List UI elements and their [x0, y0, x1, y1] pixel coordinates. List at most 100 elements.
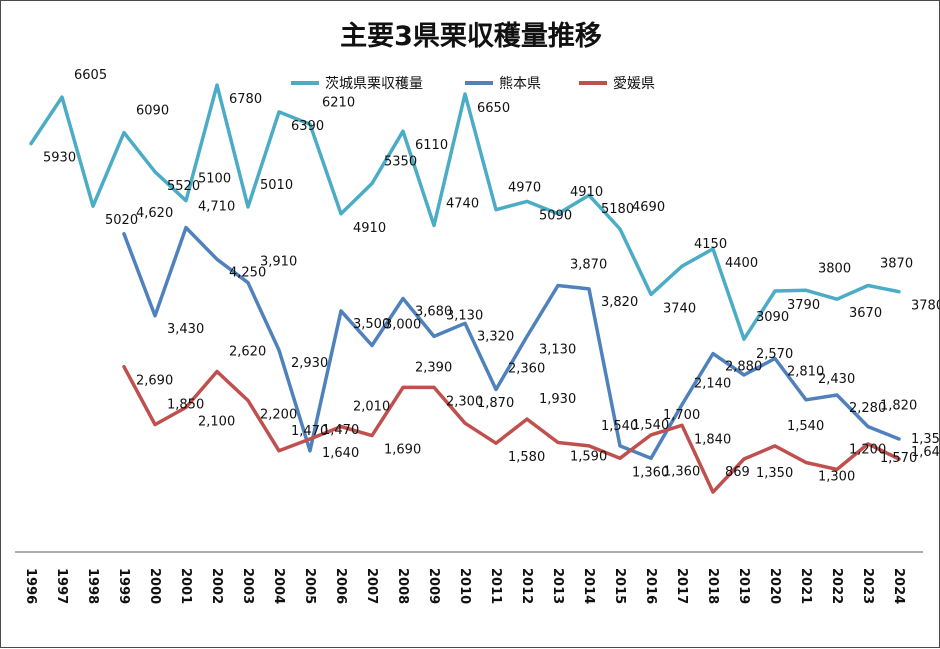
legend-label-3: 愛媛県 — [613, 76, 655, 92]
x-tick-label: 2008 — [395, 568, 410, 604]
data-label-series-2: 3,500 — [353, 317, 390, 332]
data-label-series-3: 1,200 — [849, 442, 886, 457]
x-tick-label: 2010 — [457, 568, 472, 604]
data-label-series-1: 5020 — [105, 213, 138, 228]
data-label-series-2: 3,680 — [415, 305, 452, 320]
data-label-series-3: 869 — [725, 465, 750, 480]
legend: 茨城県栗収穫量 熊本県 愛媛県 — [291, 76, 655, 92]
x-tick-label: 1998 — [85, 568, 100, 604]
data-label-series-3: 1,640 — [322, 446, 359, 461]
data-label-series-3: 2,390 — [415, 360, 452, 375]
data-label-series-1: 4400 — [725, 256, 758, 271]
data-label-series-3: 1,930 — [539, 392, 576, 407]
data-label-series-3: 1,690 — [384, 443, 421, 458]
x-tick-label: 2001 — [178, 568, 193, 604]
data-label-series-3: 1,700 — [663, 408, 700, 423]
x-tick-label: 2007 — [364, 568, 379, 604]
data-label-series-1: 4150 — [694, 237, 727, 252]
data-label-series-1: 3090 — [756, 310, 789, 325]
x-axis-ticks: 1996 1997 1998 1999 2000 2001 2002 2003 2004 2005… — [23, 568, 906, 604]
data-label-series-2: 4,620 — [136, 206, 173, 221]
series-lines — [29, 83, 901, 494]
data-label-series-1: 5090 — [539, 208, 572, 223]
data-label-series-2: 3,130 — [446, 308, 483, 323]
legend-label-2: 熊本県 — [499, 76, 541, 92]
data-label-series-2: 2,810 — [787, 364, 824, 379]
data-label-series-2: 1,360 — [663, 464, 700, 479]
data-label-series-3: 1,540 — [601, 419, 638, 434]
x-tick-label: 2005 — [302, 568, 317, 604]
data-label-series-1: 4970 — [508, 181, 541, 196]
data-label-series-2: 2,280 — [849, 401, 886, 416]
x-tick-label: 2002 — [209, 568, 224, 604]
data-label-series-2: 2,430 — [818, 372, 855, 387]
series-line-3 — [122, 364, 901, 494]
data-label-series-3: 2,620 — [229, 345, 266, 360]
data-label-series-3: 2,200 — [260, 407, 297, 422]
data-label-series-2: 3,130 — [539, 342, 576, 357]
data-label-series-1: 5930 — [43, 151, 76, 166]
x-tick-label: 2000 — [147, 568, 162, 604]
data-label-series-2: 2,880 — [725, 360, 762, 375]
data-label-series-3: 1,470 — [291, 424, 328, 439]
x-tick-label: 2006 — [333, 568, 348, 604]
data-label-series-1: 6650 — [477, 101, 510, 116]
data-label-series-1: 4690 — [632, 200, 665, 215]
data-label-series-3: 1,580 — [508, 450, 545, 465]
data-label-series-2: 4,710 — [198, 200, 235, 215]
data-label-series-1: 3790 — [787, 298, 820, 313]
data-label-series-2: 2,360 — [508, 361, 545, 376]
x-tick-label: 2012 — [519, 568, 534, 604]
series-line-1 — [29, 83, 901, 341]
x-tick-label: 2015 — [612, 568, 627, 604]
data-label-series-1: 6210 — [322, 95, 355, 110]
data-label-series-3: 1,350 — [756, 466, 793, 481]
x-tick-label: 1999 — [116, 568, 131, 604]
x-tick-label: 2024 — [891, 568, 906, 604]
data-label-series-2: 2,930 — [291, 356, 328, 371]
data-label-series-1: 3800 — [818, 261, 851, 276]
x-tick-label: 1996 — [23, 568, 38, 604]
x-tick-label: 2019 — [736, 568, 751, 604]
data-label-series-2: 1,470 — [322, 423, 359, 438]
data-label-series-3: 1,870 — [477, 396, 514, 411]
data-label-series-1: 3740 — [663, 301, 696, 316]
x-tick-label: 2013 — [550, 568, 565, 604]
data-label-series-3: 1,540 — [787, 419, 824, 434]
data-label-series-1: 4740 — [446, 197, 479, 212]
data-label-series-3: 1,590 — [570, 449, 607, 464]
data-label-series-2: 3,430 — [167, 322, 204, 337]
legend-label-1: 茨城県栗収穫量 — [325, 76, 423, 92]
data-label-series-3: 1,350 — [911, 432, 940, 447]
data-label-series-2: 1,640 — [911, 445, 940, 460]
data-label-series-1: 6605 — [74, 68, 107, 83]
data-label-series-3: 1,360 — [632, 465, 669, 480]
data-label-series-2: 4,250 — [229, 265, 266, 280]
x-tick-label: 2023 — [860, 568, 875, 604]
data-label-series-2: 3,320 — [477, 329, 514, 344]
x-tick-label: 2009 — [426, 568, 441, 604]
data-label-series-3: 1,300 — [818, 469, 855, 484]
data-label-series-3: 2,010 — [353, 400, 390, 415]
data-label-series-2: 3,000 — [384, 317, 421, 332]
data-label-series-1: 6110 — [415, 138, 448, 153]
data-label-series-3: 2,690 — [136, 374, 173, 389]
data-label-series-2: 3,910 — [260, 255, 297, 270]
x-tick-label: 2011 — [488, 568, 503, 604]
data-label-series-1: 3780 — [911, 299, 940, 314]
data-label-series-1: 5520 — [167, 179, 200, 194]
x-tick-label: 1997 — [54, 568, 69, 604]
data-label-series-1: 6390 — [291, 119, 324, 134]
x-tick-label: 2022 — [829, 568, 844, 604]
data-label-series-2: 3,870 — [570, 257, 607, 272]
x-tick-label: 2003 — [240, 568, 255, 604]
x-tick-label: 2016 — [643, 568, 658, 604]
data-label-series-1: 4910 — [353, 221, 386, 236]
data-label-series-1: 3670 — [849, 306, 882, 321]
data-label-series-1: 5180 — [601, 202, 634, 217]
data-label-series-1: 5100 — [198, 172, 231, 187]
data-label-series-2: 1,540 — [632, 418, 669, 433]
